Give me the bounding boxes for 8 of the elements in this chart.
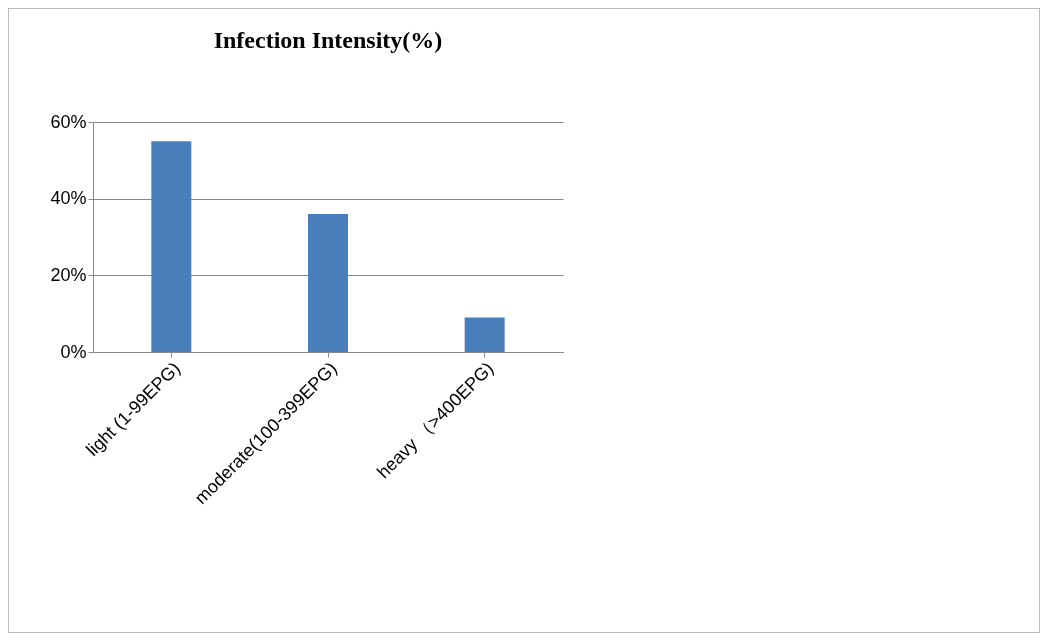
y-tick-label: 20% xyxy=(50,264,87,285)
y-tick-label: 40% xyxy=(50,188,87,209)
y-tick-label: 60% xyxy=(50,111,87,132)
y-tick-label: 0% xyxy=(60,341,87,362)
bar xyxy=(151,141,192,352)
bar xyxy=(308,214,348,352)
chart-title: Infection Intensity(%) xyxy=(213,27,443,53)
bar xyxy=(464,317,505,352)
